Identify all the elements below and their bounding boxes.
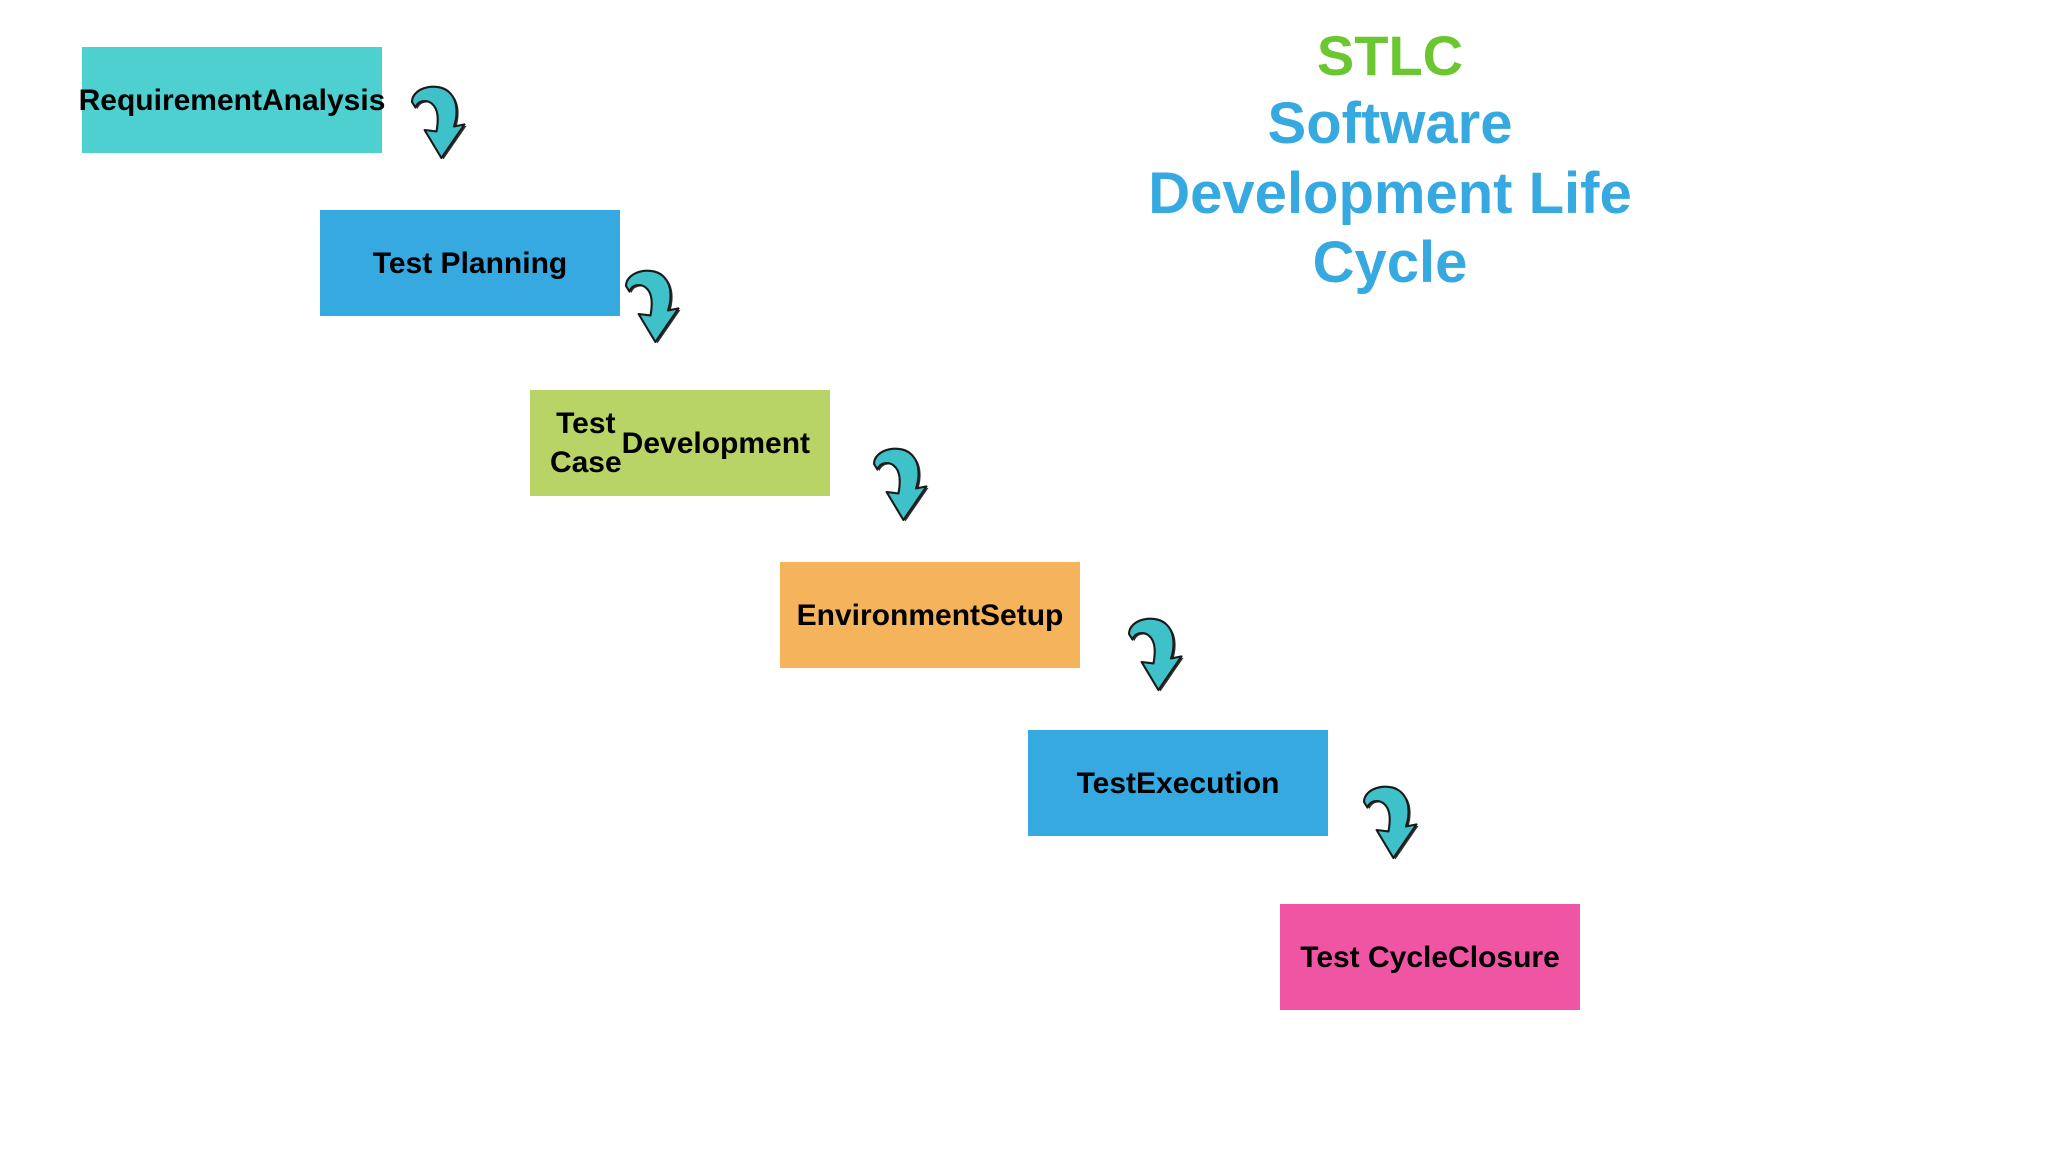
flow-arrow-2 — [612, 262, 682, 352]
title-full: Software Development Life Cycle — [1110, 89, 1670, 298]
step-box-5: TestExecution — [1028, 730, 1328, 836]
step-box-6: Test CycleClosure — [1280, 904, 1580, 1010]
step-box-2: Test Planning — [320, 210, 620, 316]
flow-arrow-1 — [398, 78, 468, 168]
flow-arrow-5 — [1350, 778, 1420, 868]
step-box-4: EnvironmentSetup — [780, 562, 1080, 668]
flow-arrow-4 — [1115, 610, 1185, 700]
step-box-3: Test CaseDevelopment — [530, 390, 830, 496]
step-box-1: RequirementAnalysis — [82, 47, 382, 153]
diagram-title: STLC Software Development Life Cycle — [1110, 22, 1670, 298]
flow-arrow-3 — [860, 440, 930, 530]
title-acronym: STLC — [1110, 22, 1670, 89]
